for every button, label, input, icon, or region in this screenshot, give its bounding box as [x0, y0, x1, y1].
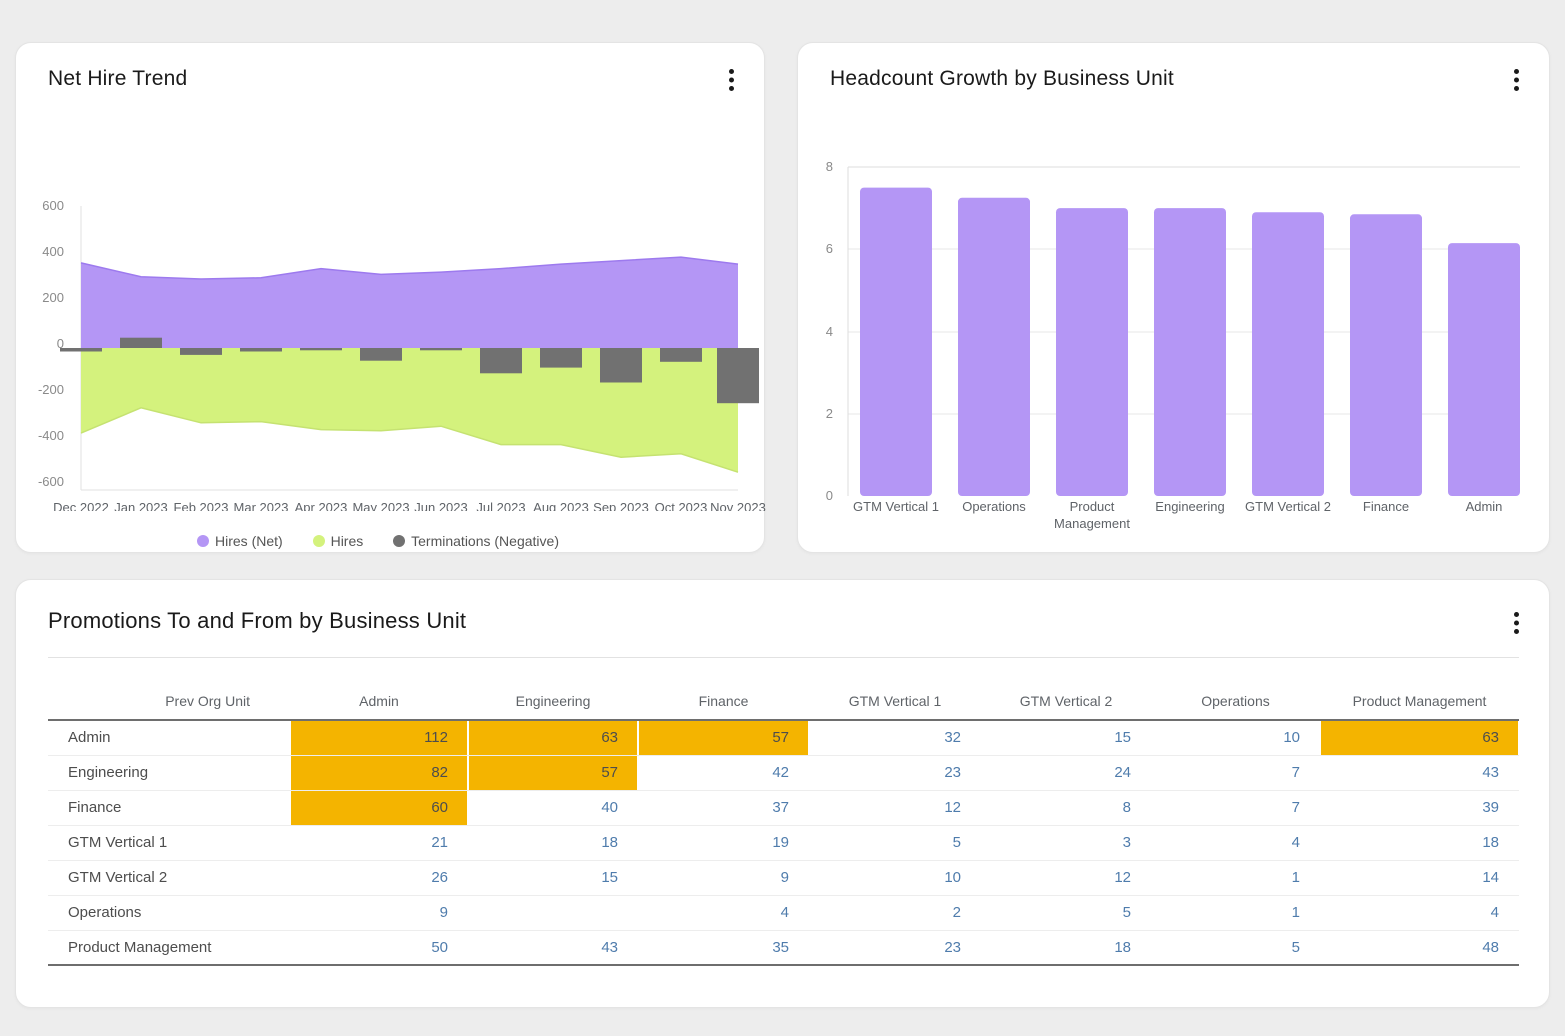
- svg-text:-200: -200: [38, 382, 64, 397]
- svg-text:Apr 2023: Apr 2023: [295, 500, 348, 511]
- svg-text:-600: -600: [38, 474, 64, 489]
- svg-text:Product: Product: [1070, 499, 1115, 514]
- svg-text:Jan 2023: Jan 2023: [114, 500, 168, 511]
- svg-text:May 2023: May 2023: [352, 500, 409, 511]
- svg-text:GTM Vertical 1: GTM Vertical 1: [853, 499, 939, 514]
- svg-text:4: 4: [826, 324, 833, 339]
- svg-text:200: 200: [42, 290, 64, 305]
- svg-text:Admin: Admin: [1466, 499, 1503, 514]
- svg-text:Finance: Finance: [1363, 499, 1409, 514]
- svg-text:Nov 2023: Nov 2023: [710, 500, 766, 511]
- svg-text:Sep 2023: Sep 2023: [593, 500, 649, 511]
- svg-text:6: 6: [826, 241, 833, 256]
- svg-text:0: 0: [826, 488, 833, 503]
- svg-text:Operations: Operations: [962, 499, 1026, 514]
- svg-text:Management: Management: [1054, 516, 1130, 531]
- svg-text:600: 600: [42, 198, 64, 213]
- svg-text:400: 400: [42, 244, 64, 259]
- svg-text:Engineering: Engineering: [1155, 499, 1224, 514]
- svg-text:2: 2: [826, 406, 833, 421]
- svg-text:Mar 2023: Mar 2023: [234, 500, 289, 511]
- svg-text:Feb 2023: Feb 2023: [174, 500, 229, 511]
- svg-text:-400: -400: [38, 428, 64, 443]
- svg-text:Oct 2023: Oct 2023: [655, 500, 708, 511]
- svg-text:Dec 2022: Dec 2022: [53, 500, 109, 511]
- svg-text:GTM Vertical 2: GTM Vertical 2: [1245, 499, 1331, 514]
- svg-text:Jun 2023: Jun 2023: [414, 500, 468, 511]
- svg-text:Aug 2023: Aug 2023: [533, 500, 589, 511]
- svg-text:8: 8: [826, 159, 833, 174]
- svg-text:Jul 2023: Jul 2023: [476, 500, 525, 511]
